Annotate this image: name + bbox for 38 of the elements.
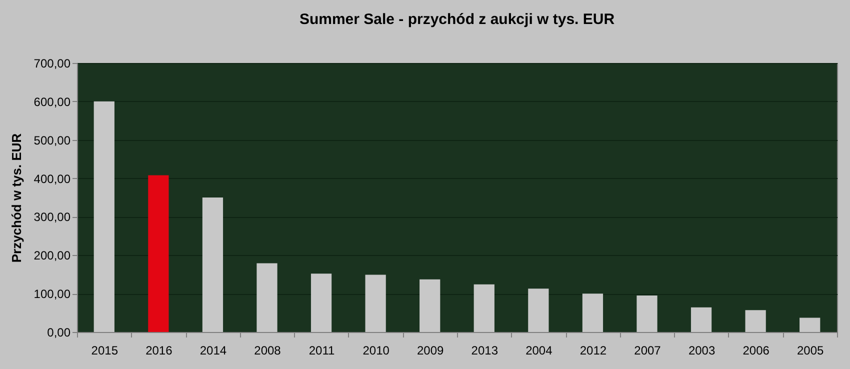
chart-title: Summer Sale - przychód z aukcji w tys. EUR <box>299 11 615 28</box>
bar <box>94 101 114 332</box>
y-tick-label: 400,00 <box>34 172 71 186</box>
bar <box>636 295 658 332</box>
x-tick-label: 2007 <box>634 344 662 358</box>
bar <box>256 263 278 332</box>
bar <box>148 175 169 332</box>
bar <box>800 318 820 332</box>
y-axis-title: Przychód w tys. EUR <box>8 132 24 263</box>
y-tick-label: 600,00 <box>34 94 71 109</box>
y-tick-label: 200,00 <box>34 248 71 263</box>
y-tick-label: 100,00 <box>34 287 71 302</box>
bar <box>365 274 386 332</box>
bar <box>690 307 712 332</box>
bar <box>582 294 604 332</box>
x-tick-label: 2015 <box>91 344 118 358</box>
bar <box>310 274 332 332</box>
y-tick-label: 0,00 <box>47 326 71 340</box>
x-tick-label: 2012 <box>580 344 607 358</box>
x-tick-label: 2004 <box>526 344 553 358</box>
bar <box>528 288 549 332</box>
x-tick-label: 2005 <box>797 344 824 358</box>
x-tick-label: 2008 <box>254 344 282 358</box>
bar <box>202 198 224 332</box>
x-tick-label: 2016 <box>146 344 173 358</box>
bar <box>474 284 494 332</box>
x-tick-label: 2011 <box>308 344 336 358</box>
x-tick-label: 2014 <box>200 344 227 358</box>
y-tick-label: 700,00 <box>34 56 71 70</box>
y-tick-label: 300,00 <box>34 210 71 224</box>
x-tick-label: 2009 <box>417 344 444 358</box>
x-tick-label: 2003 <box>688 344 716 358</box>
x-tick-label: 2013 <box>471 344 498 358</box>
x-tick-label: 2006 <box>742 344 770 358</box>
bar <box>745 310 766 332</box>
x-tick-label: 2010 <box>362 344 390 358</box>
y-tick-label: 500,00 <box>34 133 71 148</box>
bar <box>420 279 440 332</box>
